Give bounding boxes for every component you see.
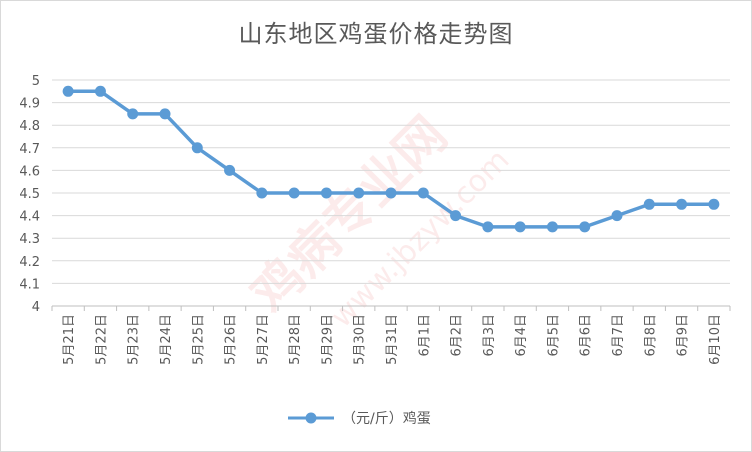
legend-label: （元/斤）鸡蛋 bbox=[342, 410, 431, 427]
x-tick-label: 5月26日 bbox=[224, 314, 239, 365]
x-tick-label: 5月31日 bbox=[385, 314, 400, 365]
y-tick-label: 4.9 bbox=[19, 97, 40, 112]
data-point bbox=[450, 210, 462, 222]
data-point bbox=[514, 221, 526, 233]
x-tick-label: 6月4日 bbox=[514, 314, 529, 357]
y-tick-label: 4 bbox=[32, 300, 40, 315]
y-tick-label: 4.2 bbox=[19, 255, 40, 270]
y-tick-label: 4.6 bbox=[19, 164, 40, 179]
watermark: 鸡病专业网 www.jbzyw.com bbox=[240, 106, 516, 335]
x-tick-label: 6月8日 bbox=[643, 314, 658, 357]
x-tick-label: 5月23日 bbox=[127, 314, 142, 365]
data-point bbox=[546, 221, 558, 233]
data-point bbox=[643, 198, 655, 210]
data-point bbox=[127, 108, 139, 120]
data-point bbox=[288, 187, 300, 199]
data-point bbox=[611, 210, 623, 222]
x-tick-label: 5月22日 bbox=[94, 314, 109, 365]
y-tick-label: 4.3 bbox=[19, 232, 40, 247]
data-point bbox=[256, 187, 268, 199]
y-tick-label: 5 bbox=[32, 74, 40, 89]
x-tick-label: 5月24日 bbox=[159, 314, 174, 365]
data-point bbox=[159, 108, 171, 120]
x-tick-label: 5月27日 bbox=[256, 314, 271, 365]
data-point bbox=[353, 187, 365, 199]
data-point bbox=[708, 198, 720, 210]
x-tick-label: 6月1日 bbox=[417, 314, 432, 357]
x-axis: 5月21日 5月22日 5月23日 5月24日 5月25日 5月26日 5月27日 5月28日… bbox=[51, 306, 731, 365]
x-tick-label: 5月29日 bbox=[320, 314, 335, 365]
y-tick-label: 4.5 bbox=[19, 187, 40, 202]
x-tick-label: 6月9日 bbox=[676, 314, 691, 357]
x-tick-label: 6月10日 bbox=[708, 314, 723, 365]
y-tick-label: 4.7 bbox=[19, 142, 40, 157]
x-tick-label: 5月30日 bbox=[353, 314, 368, 365]
legend-marker-swatch bbox=[305, 412, 317, 424]
x-tick-label: 6月3日 bbox=[482, 314, 497, 357]
data-point bbox=[62, 85, 74, 97]
x-tick-label: 6月7日 bbox=[611, 314, 626, 357]
chart-title: 山东地区鸡蛋价格走势图 bbox=[238, 20, 514, 48]
legend: （元/斤）鸡蛋 bbox=[288, 410, 431, 427]
data-point bbox=[482, 221, 494, 233]
data-point bbox=[579, 221, 591, 233]
y-tick-label: 4.1 bbox=[19, 277, 40, 292]
x-tick-label: 5月25日 bbox=[191, 314, 206, 365]
data-point bbox=[676, 198, 688, 210]
data-point bbox=[224, 164, 236, 176]
data-point bbox=[94, 85, 106, 97]
y-tick-label: 4.4 bbox=[19, 210, 40, 225]
x-tick-label: 5月21日 bbox=[62, 314, 77, 365]
data-point bbox=[320, 187, 332, 199]
x-tick-label: 6月2日 bbox=[450, 314, 465, 357]
series-egg bbox=[62, 85, 720, 233]
data-point bbox=[385, 187, 397, 199]
x-tick-label: 5月28日 bbox=[288, 314, 303, 365]
y-tick-label: 4.8 bbox=[19, 119, 40, 134]
data-point bbox=[417, 187, 429, 199]
y-axis: 4 4.1 4.2 4.3 4.4 4.5 4.6 4.7 4.8 4.9 5 bbox=[19, 74, 40, 315]
data-point bbox=[191, 142, 203, 154]
x-tick-label: 6月5日 bbox=[546, 314, 561, 357]
x-tick-label: 6月6日 bbox=[579, 314, 594, 357]
